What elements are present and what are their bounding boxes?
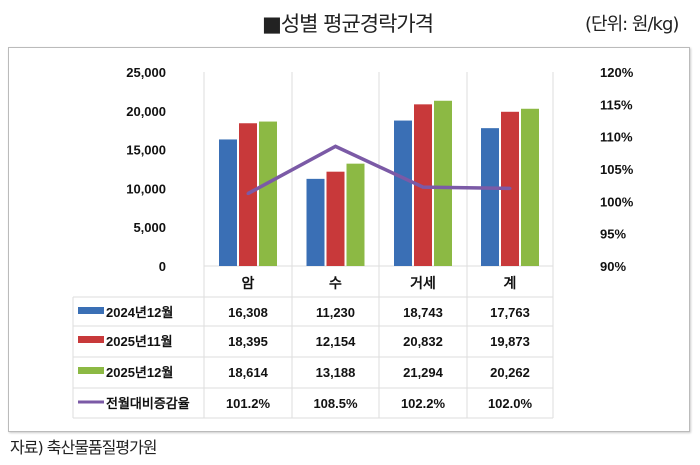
bar-2025년12월 xyxy=(434,100,452,266)
legend-swatch xyxy=(78,367,104,374)
bar-2024년12월 xyxy=(481,128,499,266)
data-label: 11,230 xyxy=(316,305,355,320)
unit-label: (단위: 원/kg) xyxy=(585,14,679,35)
data-label: 108.5% xyxy=(313,396,358,411)
y-left-tick-label: 20,000 xyxy=(126,104,166,119)
data-label: 101.2% xyxy=(226,396,271,411)
data-label: 12,154 xyxy=(316,334,357,349)
data-label: 13,188 xyxy=(316,365,356,380)
data-label: 102.2% xyxy=(401,396,446,411)
bar-2024년12월 xyxy=(394,120,412,266)
y-right-tick-label: 110% xyxy=(600,130,633,145)
data-label: 21,294 xyxy=(403,365,444,380)
legend-label: 2024년12월 xyxy=(106,305,173,320)
line-point xyxy=(508,186,512,190)
legend-label: 전월대비증감율 xyxy=(106,396,190,411)
y-right-tick-label: 90% xyxy=(600,259,626,274)
data-label: 18,395 xyxy=(228,334,268,349)
category-label: 암 xyxy=(242,275,255,291)
y-left-tick-label: 10,000 xyxy=(126,181,166,196)
y-left-tick-label: 15,000 xyxy=(126,143,166,158)
y-left-tick-label: 5,000 xyxy=(133,220,166,235)
bar-2024년12월 xyxy=(306,178,325,266)
source-note: 자료) 축산물품질평가원 xyxy=(10,438,158,457)
chart-title: ■성별 평균경락가격 xyxy=(262,12,434,36)
bar-2025년12월 xyxy=(346,163,365,266)
category-label: 수 xyxy=(329,275,342,291)
data-label: 18,614 xyxy=(228,365,269,380)
line-point xyxy=(421,185,425,189)
y-left-tick-label: 25,000 xyxy=(126,65,166,80)
category-label: 계 xyxy=(504,275,517,291)
legend-label: 2025년12월 xyxy=(106,365,173,380)
legend-label: 2025년11월 xyxy=(106,334,173,349)
y-left-tick-label: 0 xyxy=(159,259,166,274)
data-label: 20,262 xyxy=(490,365,530,380)
bar-2024년12월 xyxy=(219,139,237,266)
data-label: 20,832 xyxy=(403,334,443,349)
bar-2025년11월 xyxy=(414,104,432,266)
data-label: 19,873 xyxy=(490,334,530,349)
chart-frame xyxy=(8,47,690,432)
y-right-tick-label: 105% xyxy=(600,162,634,177)
legend-swatch xyxy=(78,336,104,343)
line-point xyxy=(246,192,250,196)
y-right-tick-label: 95% xyxy=(600,227,626,242)
line-series xyxy=(247,144,511,196)
legend-swatch xyxy=(78,307,104,314)
line-point xyxy=(334,144,337,148)
y-right-tick-label: 120% xyxy=(600,65,634,80)
data-label: 17,763 xyxy=(490,305,530,320)
y-right-tick-label: 100% xyxy=(600,194,634,209)
bar-2025년12월 xyxy=(259,121,277,266)
data-label: 102.0% xyxy=(488,396,533,411)
bar-2025년12월 xyxy=(521,108,539,266)
data-label: 18,743 xyxy=(403,305,443,320)
y-right-tick-label: 115% xyxy=(600,97,633,112)
data-label: 16,308 xyxy=(228,305,268,320)
category-label: 거세 xyxy=(410,275,436,291)
bar-2025년11월 xyxy=(326,171,345,266)
